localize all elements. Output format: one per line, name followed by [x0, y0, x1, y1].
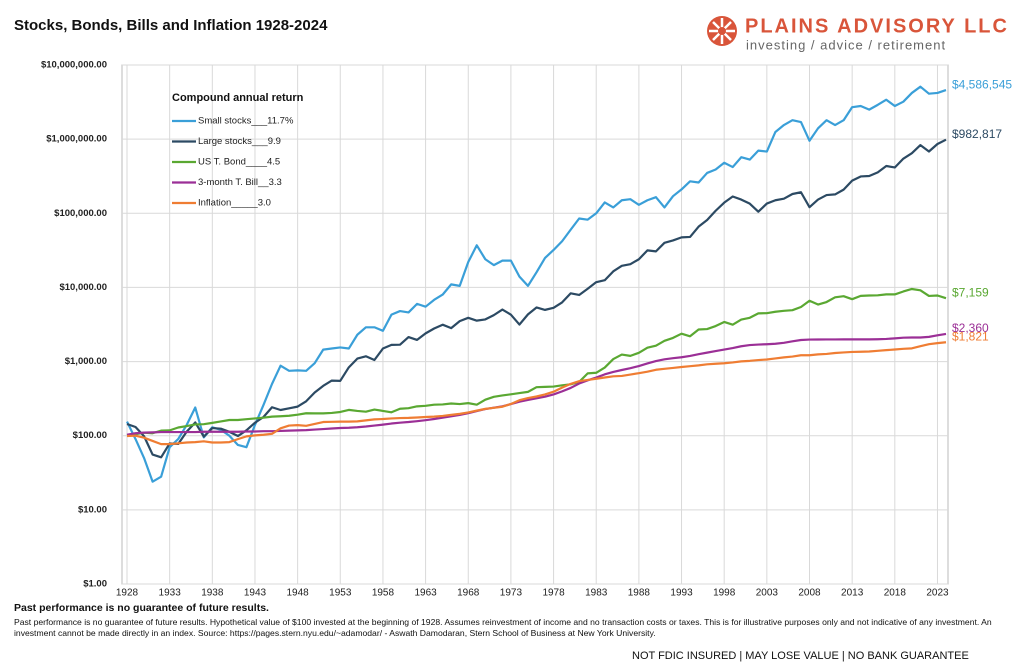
x-tick-label: 1993 — [670, 588, 693, 599]
series-line — [126, 332, 947, 436]
end-label: $1,821 — [952, 329, 989, 343]
x-tick-label: 2003 — [756, 588, 779, 599]
y-tick-label: $1.00 — [83, 579, 107, 590]
y-tick-label: $10,000,000.00 — [41, 60, 107, 71]
series-line — [126, 341, 947, 446]
x-tick-label: 1983 — [585, 588, 608, 599]
x-tick-label: 1998 — [713, 588, 736, 599]
x-tick-label: 2013 — [841, 588, 864, 599]
legend-label: Inflation_____3.0 — [198, 198, 271, 209]
footer-disclaimer: NOT FDIC INSURED | MAY LOSE VALUE | NO B… — [632, 650, 969, 662]
logo-icon — [707, 16, 737, 46]
chart: Stocks, Bonds, Bills and Inflation 1928-… — [14, 15, 1012, 599]
x-tick-label: 1933 — [159, 588, 182, 599]
y-tick-label: $100.00 — [73, 430, 107, 441]
end-label: $2,360 — [952, 321, 989, 335]
legend-label: US T. Bond____4.5 — [198, 157, 280, 168]
x-tick-label: 1943 — [244, 588, 267, 599]
series-line — [126, 287, 947, 437]
x-tick-label: 2008 — [798, 588, 821, 599]
legend-label: 3-month T. Bill__3.3 — [198, 177, 282, 188]
chart-title: Stocks, Bonds, Bills and Inflation 1928-… — [14, 17, 328, 34]
footer-note: Past performance is no guarantee of futu… — [14, 617, 992, 638]
y-tick-label: $1,000.00 — [65, 356, 107, 367]
legend-label: Large stocks___9.9 — [198, 136, 281, 147]
tagline: investing / advice / retirement — [746, 37, 946, 52]
x-tick-label: 1978 — [542, 588, 565, 599]
end-label: $4,586,545 — [952, 77, 1012, 91]
x-tick-label: 1958 — [372, 588, 395, 599]
y-tick-label: $100,000.00 — [54, 208, 107, 219]
footer-headline: Past performance is no guarantee of futu… — [14, 602, 269, 614]
x-tick-label: 1938 — [201, 588, 224, 599]
x-tick-label: 2023 — [926, 588, 949, 599]
legend-label: Small stocks___11.7% — [198, 116, 294, 127]
y-tick-label: $10,000.00 — [59, 282, 107, 293]
brand: PLAINS ADVISORY LLC — [745, 15, 1009, 37]
end-label: $7,159 — [952, 285, 989, 299]
y-tick-label: $10.00 — [78, 504, 107, 515]
x-tick-label: 1988 — [628, 588, 651, 599]
y-tick-label: $1,000,000.00 — [46, 134, 107, 145]
x-tick-label: 1968 — [457, 588, 480, 599]
series-line — [126, 85, 947, 483]
end-label: $982,817 — [952, 127, 1002, 141]
x-tick-label: 1928 — [116, 588, 139, 599]
x-tick-label: 1963 — [414, 588, 437, 599]
x-tick-label: 1953 — [329, 588, 352, 599]
x-tick-label: 1948 — [287, 588, 310, 599]
legend-title: Compound annual return — [172, 92, 304, 104]
x-tick-label: 1973 — [500, 588, 523, 599]
x-tick-label: 2018 — [884, 588, 907, 599]
